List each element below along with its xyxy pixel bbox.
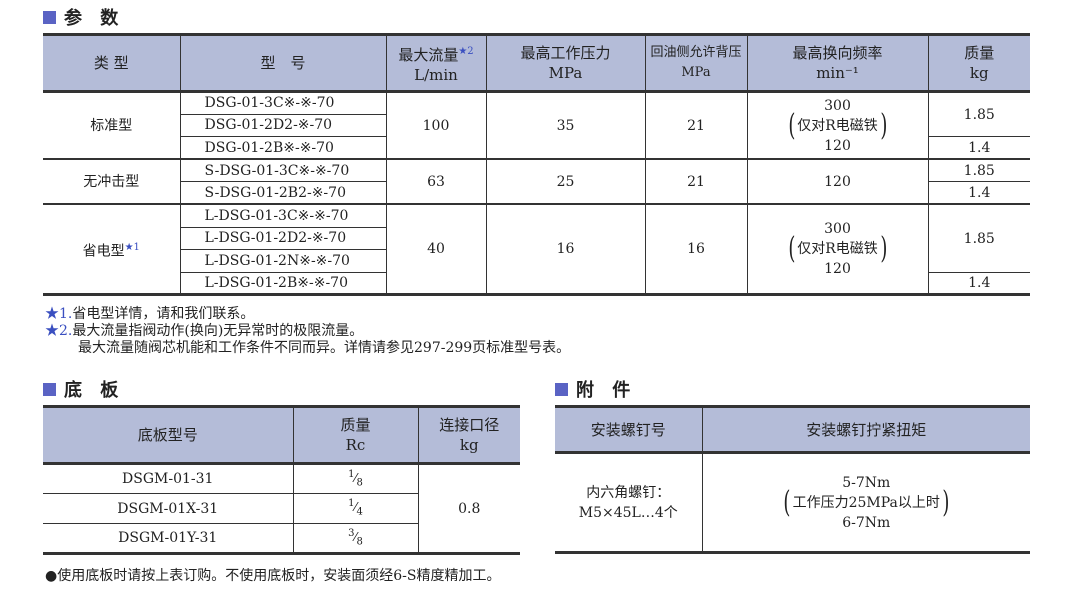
freq-cell: 120 [746, 158, 929, 205]
mass-cell: 1.85 [927, 203, 1030, 273]
col-flow: 最大流量★2 L/min [385, 34, 487, 92]
base-table: 底板型号 质量 Rc 连接口径 kg DSGM-01-31 1⁄8 0.8 DSGM-01… [43, 405, 520, 555]
type-cell: 标准型 [43, 91, 181, 160]
pressure-cell: 35 [485, 91, 646, 160]
table-row: L-DSG-01-2D2-※-70 [43, 226, 1030, 251]
section-marker-icon [43, 382, 56, 396]
model-cell: L-DSG-01-3C※-※-70 [179, 203, 387, 228]
mass-cell: 1.4 [927, 136, 1030, 160]
model-cell: S-DSG-01-2B2-※-70 [180, 181, 387, 205]
table-row: DSGM-01X-31 1⁄4 [43, 493, 520, 524]
col-pressure: 最高工作压力 MPa [485, 34, 646, 92]
params-notes: ★1.省电型详情，请和我们联系。 ★2.最大流量指阀动作(换向)无异常时的极限流… [45, 306, 571, 356]
back-pressure-cell: 21 [644, 158, 748, 205]
section-marker-icon [43, 10, 56, 24]
flow-cell: 100 [385, 91, 487, 160]
table-row: DSGM-01Y-31 3⁄8 [43, 522, 520, 555]
mass-cell: 1.85 [927, 90, 1030, 138]
pressure-cell: 25 [485, 158, 646, 205]
mass-cell: 1.4 [927, 181, 1030, 205]
pressure-cell: 16 [485, 203, 646, 296]
table-row: DSG-01-2D2-※-70 [43, 113, 1030, 138]
model-cell: L-DSG-01-2N※-※-70 [180, 249, 386, 273]
mass-cell: 1.85 [927, 158, 1030, 183]
port-size-cell: 1⁄8 [292, 462, 419, 495]
type-cell: 无冲击型 [43, 158, 181, 205]
base-model-cell: DSGM-01Y-31 [43, 522, 294, 555]
section-params: 参 数 [43, 4, 124, 30]
model-cell: DSG-01-3C※-※-70 [179, 91, 387, 115]
table-row: 标准型 DSG-01-3C※-※-70 100 35 21(300 仅对R电磁铁 120) 1… [43, 90, 1030, 160]
back-pressure-cell: 21 [644, 91, 748, 160]
col-model: 型 号 [179, 34, 387, 92]
base-note: ●使用底板时请按上表订购。不使用底板时，安装面须经6-S精度精加工。 [45, 568, 501, 584]
col-freq: 最高换向频率 min⁻¹ [746, 34, 929, 92]
col-mass: 质量 kg [927, 34, 1030, 92]
model-cell: S-DSG-01-3C※-※-70 [179, 158, 387, 183]
section-marker-icon [555, 382, 568, 396]
table-row: L-DSG-01-2B※-※-70 1.4 [43, 271, 1030, 296]
flow-cell: 63 [385, 158, 487, 205]
mass-cell: 1.4 [927, 271, 1030, 296]
back-pressure-cell: 16 [644, 203, 748, 296]
table-row: 无冲击型 S-DSG-01-3C※-※-70 63 25 21 120 1.85 [43, 158, 1030, 205]
flow-cell: 40 [385, 203, 487, 296]
freq-cell: (300 仅对R电磁铁 120) [746, 91, 929, 160]
section-base: 底 板 [43, 376, 124, 402]
port-size-cell: 1⁄4 [292, 493, 418, 524]
base-model-cell: DSGM-01X-31 [43, 493, 294, 524]
table-row: 省电型★1 L-DSG-01-3C※-※-70 40 16 16(300 仅对R电磁铁 12… [43, 203, 1030, 296]
freq-cell: (300 仅对R电磁铁 120) [746, 203, 929, 296]
type-cell: 省电型★1 [43, 203, 181, 296]
params-table: 类 型 型 号 最大流量★2 L/min 最高工作压力 MPa 回油侧允许背压 MPa… [43, 33, 1030, 296]
model-cell: DSG-01-2D2-※-70 [180, 113, 386, 138]
screw-cell: 内六角螺钉： M5×45L…4个 [555, 452, 703, 553]
port-size-cell: 3⁄8 [292, 522, 418, 555]
accessory-table: 安装螺钉号 安装螺钉拧紧扭矩 内六角螺钉： M5×45L…4个 (5-7Nm 工作压力… [555, 405, 1030, 554]
model-cell: DSG-01-2B※-※-70 [180, 136, 387, 160]
model-cell: L-DSG-01-2D2-※-70 [180, 226, 386, 251]
base-mass-cell: 0.8 [417, 462, 520, 555]
torque-cell: (5-7Nm 工作压力25MPa以上时 6-7Nm) [701, 452, 1030, 553]
section-accessories: 附 件 [555, 376, 636, 402]
table-row: DSGM-01-31 1⁄8 0.8 [43, 462, 520, 555]
base-model-cell: DSGM-01-31 [43, 462, 294, 495]
col-type: 类 型 [43, 34, 181, 92]
col-back: 回油侧允许背压 MPa [644, 34, 748, 92]
model-cell: L-DSG-01-2B※-※-70 [180, 271, 387, 296]
